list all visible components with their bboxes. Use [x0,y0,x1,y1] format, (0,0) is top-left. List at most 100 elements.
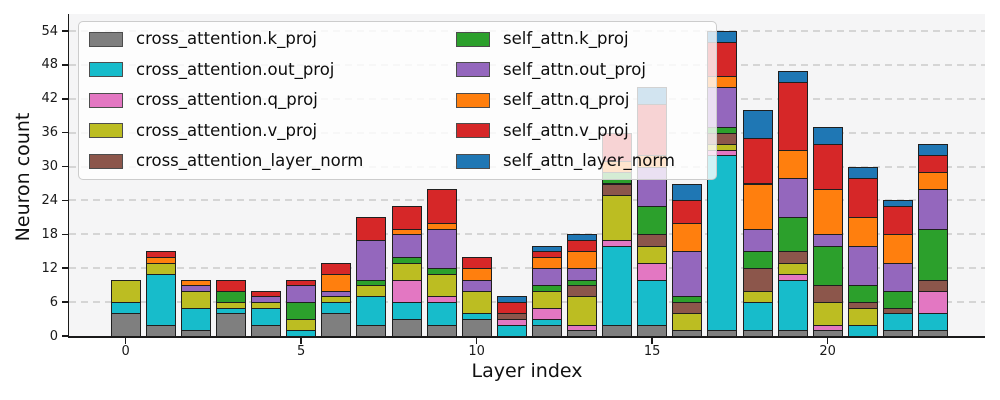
bar-13-segment-self_attn.out_proj [567,268,597,281]
y-tick-label-36: 36 [41,125,58,141]
y-tick-label-30: 30 [41,159,58,175]
bar-10-segment-cross_attention.k_proj [461,319,492,337]
bar-19-segment-cross_attention.q_proj [777,273,808,281]
bar-15-segment-self_attn.k_proj [637,206,668,236]
x-axis-title: Layer index [471,360,583,382]
bar-23-segment-self_attn.out_proj [918,189,948,230]
bar-8-segment-cross_attention.v_proj [391,262,422,281]
legend-swatch-cross_attention.out_proj [89,62,123,77]
bar-7-segment-cross_attention.out_proj [356,296,387,326]
legend-swatch-self_attn_layer_norm [456,153,490,169]
bar-19-segment-cross_attention_layer_norm [777,251,808,264]
gridline-y24 [69,199,985,202]
bar-15-segment-cross_attention.q_proj [637,262,668,281]
legend-label-cross_attention.k_proj: cross_attention.k_proj [136,29,317,48]
x-tick-label-10: 10 [468,344,485,359]
bar-16-segment-self_attn.k_proj [672,296,703,304]
bar-13-segment-self_attn_layer_norm [567,234,597,241]
bar-23-segment-cross_attention.out_proj [918,313,948,332]
bar-20-segment-cross_attention.q_proj [812,324,843,332]
bar-9-segment-self_attn.v_proj [426,189,457,225]
bar-14-segment-cross_attention_layer_norm [602,183,633,196]
bar-14-segment-cross_attention.v_proj [602,194,633,241]
bar-19-segment-self_attn.v_proj [777,81,808,151]
y-tick-label-42: 42 [41,91,58,107]
bar-9-segment-self_attn.out_proj [426,228,457,270]
bar-11-segment-self_attn.v_proj [496,302,527,315]
bar-18-segment-self_attn.out_proj [742,228,773,253]
y-tickmark-42 [62,98,68,100]
gridline-y6 [69,301,985,304]
bar-3-segment-self_attn.v_proj [216,279,246,292]
bar-13-segment-self_attn.k_proj [567,279,597,287]
bar-5-segment-self_attn.out_proj [286,285,317,304]
bar-1-segment-cross_attention.v_proj [145,262,176,275]
bar-9-segment-self_attn.q_proj [426,223,457,230]
gridline-y18 [69,233,985,236]
bar-7-segment-self_attn.v_proj [356,217,387,241]
bar-4-segment-cross_attention.out_proj [251,307,282,326]
bar-5-segment-self_attn.v_proj [286,279,317,287]
bar-12-segment-self_attn_layer_norm [531,245,562,253]
bar-18-segment-cross_attention.out_proj [742,302,773,332]
bar-22-segment-self_attn.q_proj [882,234,913,264]
bar-13-segment-cross_attention.v_proj [567,296,597,326]
x-tickmark-0 [124,338,127,344]
bar-8-segment-cross_attention.out_proj [391,302,422,321]
bar-5-segment-self_attn.k_proj [286,302,317,321]
bar-21-segment-self_attn.k_proj [847,285,878,304]
bar-3-segment-cross_attention.v_proj [216,302,246,309]
legend-swatch-cross_attention.k_proj [89,31,123,47]
bar-16-segment-cross_attention.v_proj [672,313,703,332]
y-axis-spine [67,14,70,338]
legend-swatch-self_attn.out_proj [456,62,490,77]
bar-22-segment-self_attn.out_proj [882,262,913,292]
x-tick-label-20: 20 [819,344,836,359]
x-tick-label-15: 15 [643,344,661,359]
bar-19-segment-cross_attention.v_proj [777,262,808,275]
bar-17-segment-cross_attention.out_proj [707,155,738,332]
bar-6-segment-self_attn.v_proj [321,262,352,275]
bar-15-segment-cross_attention_layer_norm [637,234,668,247]
bar-16-segment-self_attn.out_proj [672,251,703,298]
bar-20-segment-self_attn.out_proj [812,234,843,247]
bar-22-segment-cross_attention.out_proj [882,313,913,332]
legend-label-self_attn.k_proj: self_attn.k_proj [503,29,629,48]
bar-10-segment-self_attn.v_proj [461,256,492,270]
bar-15-segment-cross_attention.out_proj [637,279,668,326]
bar-14-segment-cross_attention.out_proj [602,245,633,326]
x-tick-label-5: 5 [297,344,306,359]
y-tickmark-6 [62,301,68,303]
bar-16-segment-cross_attention_layer_norm [672,302,703,315]
y-tickmark-18 [62,233,68,236]
bar-20-segment-self_attn_layer_norm [812,127,843,145]
bar-18-segment-self_attn.q_proj [742,183,773,230]
bar-22-segment-self_attn.k_proj [882,290,913,309]
legend: cross_attention.k_proj cross_attention.ou… [78,21,717,180]
bar-10-segment-cross_attention.v_proj [461,290,492,315]
bar-20-segment-self_attn.v_proj [812,143,843,191]
legend-swatch-self_attn.v_proj [456,123,490,138]
x-tickmark-10 [475,338,478,344]
bar-16-segment-self_attn_layer_norm [672,183,703,202]
legend-label-self_attn.q_proj: self_attn.q_proj [503,90,630,109]
bar-0-segment-cross_attention.k_proj [110,313,141,337]
bar-1-segment-self_attn.q_proj [145,256,176,264]
bar-19-segment-self_attn_layer_norm [777,70,808,83]
gridline-y12 [69,267,985,270]
bar-23-segment-self_attn.k_proj [918,228,948,281]
bar-21-segment-self_attn_layer_norm [847,166,878,179]
y-tick-label-54: 54 [41,23,58,39]
bar-19-segment-self_attn.q_proj [777,149,808,179]
bar-12-segment-cross_attention.v_proj [531,290,562,309]
bar-21-segment-cross_attention_layer_norm [847,302,878,309]
bar-23-segment-cross_attention_layer_norm [918,279,948,292]
bar-10-segment-cross_attention.out_proj [461,313,492,321]
x-tickmark-5 [300,338,302,344]
y-tickmark-48 [62,64,68,66]
bar-18-segment-self_attn_layer_norm [742,110,773,140]
bar-7-segment-self_attn.k_proj [356,279,387,287]
bar-12-segment-self_attn.q_proj [531,256,562,270]
bar-4-segment-self_attn.v_proj [251,290,282,298]
